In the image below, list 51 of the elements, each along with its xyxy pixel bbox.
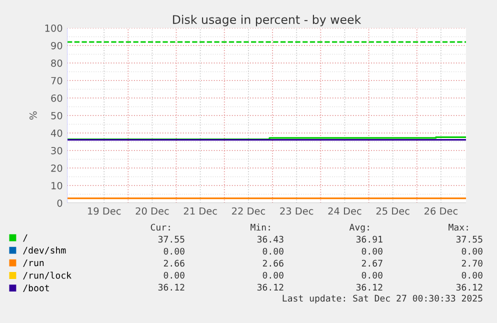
x-tick-label: 26 Dec [424,207,458,215]
text: 2.66 [262,260,284,267]
legend-label: /run [23,259,44,267]
text: Max: [448,224,468,231]
text: 0.00 [262,248,284,255]
x-tick-label: 24 Dec [328,207,362,215]
legend-label: /dev/shm [23,246,66,254]
y-tick-label: 70 [51,76,62,84]
y-tick-label: 90 [51,42,62,50]
text: 0.00 [462,248,482,255]
x-tick-label: 19 Dec [88,207,121,215]
text: 2.66 [164,260,184,267]
legend-label: /boot [23,284,49,292]
y-axis-title: % [29,111,37,120]
x-tick-label: 20 Dec [136,207,169,215]
text: Cur: [150,224,170,231]
y-tick-label: 100 [45,24,62,32]
legend-label: /run/lock [23,272,72,280]
text: 37.55 [456,236,482,243]
y-tick-label: 0 [57,199,62,207]
chart-title: Disk usage in percent - by week [173,14,362,26]
text: 36.12 [456,284,482,291]
y-tick-label: 80 [51,59,62,67]
text: 2.67 [362,260,382,267]
text: 0.00 [164,248,184,255]
y-tick-label: 40 [50,129,62,137]
y-tick-label: 20 [51,164,62,172]
text: 36.43 [257,236,284,243]
y-tick-label: 30 [51,146,62,154]
legend-label: / [23,234,28,242]
text: 37.55 [158,236,184,243]
text: 36.12 [356,284,382,291]
text: 0.00 [262,272,284,279]
y-tick-label: 50 [51,112,62,120]
y-tick-label: 10 [52,182,62,190]
text: Avg: [349,224,369,232]
x-tick-label: 22 Dec [232,207,265,215]
text: 0.00 [362,248,382,255]
text: 36.12 [257,284,284,291]
text: Min: [250,224,270,231]
x-tick-label: 23 Dec [280,207,314,215]
y-tick-label: 60 [51,94,62,102]
text: 2.70 [462,260,482,267]
text: 0.00 [362,272,382,279]
text: 36.91 [356,236,382,243]
x-tick-label: 25 Dec [376,207,410,215]
text: Last update: Sat Dec 27 00:30:33 2025 [282,294,482,304]
text: 0.00 [462,272,482,279]
text: 0.00 [164,272,184,279]
text: 36.12 [158,284,184,291]
x-tick-label: 21 Dec [184,207,217,215]
